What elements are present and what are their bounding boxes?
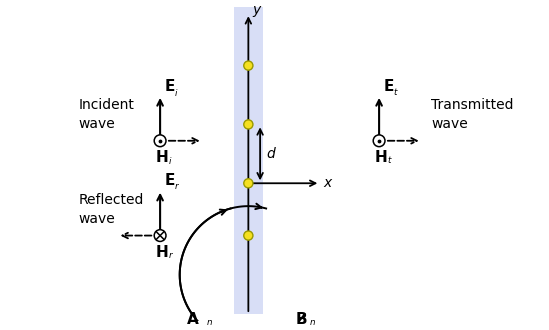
Text: Reflected
wave: Reflected wave (79, 193, 144, 226)
Text: $\mathbf{H}$: $\mathbf{H}$ (155, 149, 168, 165)
Text: $\mathbf{E}$: $\mathbf{E}$ (164, 173, 175, 188)
Circle shape (373, 135, 385, 147)
Text: $_{r}$: $_{r}$ (168, 248, 174, 261)
Text: Transmitted
wave: Transmitted wave (432, 98, 514, 131)
Text: Incident
wave: Incident wave (79, 98, 135, 131)
Text: $_{n}$: $_{n}$ (309, 315, 316, 328)
Circle shape (154, 135, 166, 147)
Text: $_{i}$: $_{i}$ (168, 153, 172, 166)
Text: $\mathbf{A}$: $\mathbf{A}$ (186, 311, 199, 327)
Text: $\mathbf{H}$: $\mathbf{H}$ (374, 149, 387, 165)
Circle shape (244, 61, 253, 70)
Text: y: y (253, 3, 261, 16)
Text: $\mathbf{E}$: $\mathbf{E}$ (164, 78, 175, 94)
Text: $\mathbf{B}$: $\mathbf{B}$ (295, 311, 308, 327)
Bar (234, 7, 263, 314)
Circle shape (244, 120, 253, 129)
Text: d: d (267, 147, 276, 161)
Text: $_{t}$: $_{t}$ (387, 153, 393, 166)
Text: $_{t}$: $_{t}$ (394, 84, 399, 98)
Text: $_{i}$: $_{i}$ (175, 84, 179, 98)
Text: $_{n}$: $_{n}$ (206, 315, 213, 328)
Text: $_{r}$: $_{r}$ (175, 180, 181, 192)
Circle shape (244, 179, 253, 188)
Text: $\mathbf{E}$: $\mathbf{E}$ (383, 78, 394, 94)
Text: x: x (323, 176, 331, 190)
Circle shape (244, 231, 253, 240)
Circle shape (154, 230, 166, 242)
Text: $\mathbf{H}$: $\mathbf{H}$ (155, 244, 168, 260)
